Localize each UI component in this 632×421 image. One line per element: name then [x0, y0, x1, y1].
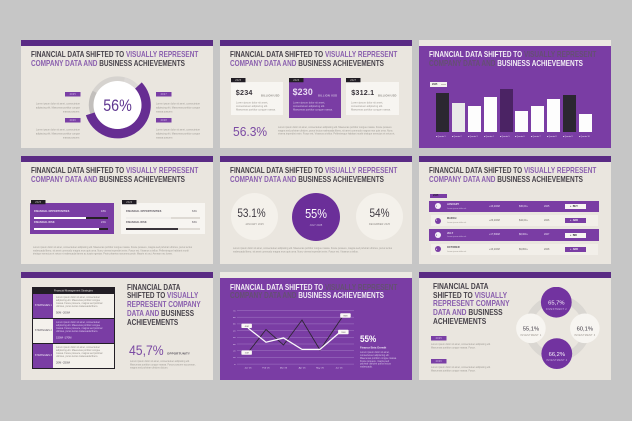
svg-text:INVESTMENT 3: INVESTMENT 3: [574, 334, 596, 337]
svg-text:Feb '25: Feb '25: [262, 368, 270, 370]
svg-text:40M: 40M: [245, 326, 249, 328]
svg-text:INVESTMENT 1: INVESTMENT 1: [520, 334, 542, 337]
svg-text:40: 40: [233, 336, 236, 339]
svg-text:66,2%: 66,2%: [549, 352, 565, 358]
svg-text:30: 30: [233, 343, 236, 346]
svg-text:20: 20: [233, 350, 236, 353]
svg-text:INVESTMENT 2: INVESTMENT 2: [546, 308, 568, 311]
svg-text:50: 50: [233, 323, 236, 326]
svg-text:65,7%: 65,7%: [548, 301, 564, 307]
svg-text:Mar '25: Mar '25: [280, 367, 288, 370]
svg-text:15M: 15M: [245, 353, 249, 355]
svg-text:Jan '25: Jan '25: [245, 368, 253, 370]
svg-text:10: 10: [233, 357, 236, 360]
svg-text:55M: 55M: [341, 332, 345, 334]
svg-text:70: 70: [233, 310, 236, 313]
svg-text:45: 45: [233, 330, 236, 333]
svg-text:Jun '25: Jun '25: [336, 368, 344, 370]
svg-text:Apr '25: Apr '25: [299, 367, 307, 370]
svg-text:85M: 85M: [343, 316, 347, 318]
svg-text:May '25: May '25: [316, 368, 324, 370]
svg-text:0: 0: [234, 363, 236, 366]
svg-text:60,1%: 60,1%: [577, 327, 593, 333]
svg-text:55,1%: 55,1%: [523, 327, 539, 333]
svg-text:56%: 56%: [103, 96, 132, 115]
svg-text:60: 60: [233, 316, 236, 319]
svg-text:INVESTMENT 4: INVESTMENT 4: [546, 360, 568, 363]
